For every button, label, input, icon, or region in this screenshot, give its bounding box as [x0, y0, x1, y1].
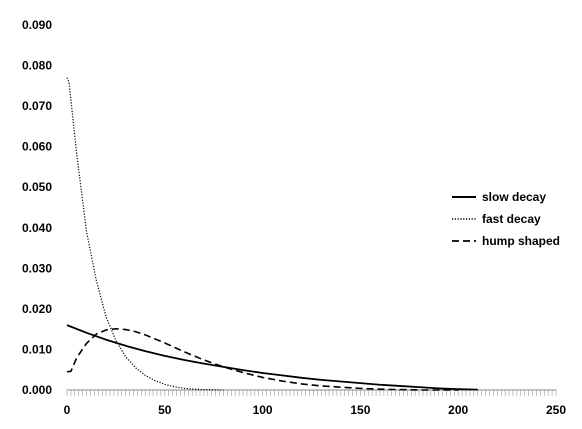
- x-tick-label: 100: [253, 403, 273, 417]
- legend-label: hump shaped: [482, 234, 560, 248]
- y-axis-ticks: 0.000 0.010 0.020 0.030 0.040 0.050 0.060 0.070…: [22, 18, 52, 397]
- legend: slow decay fast decay hump shaped: [452, 190, 560, 248]
- x-axis-minor-ticks: [66, 390, 557, 396]
- x-tick-label: 150: [350, 403, 370, 417]
- series-line-hump-shaped: [66, 327, 459, 391]
- y-tick-label: 0.030: [22, 261, 52, 275]
- y-tick-label: 0.050: [22, 180, 52, 194]
- legend-label: slow decay: [482, 190, 546, 204]
- x-axis-ticks: 0 50 100 150 200 250: [64, 403, 567, 417]
- y-tick-label: 0.010: [22, 342, 52, 356]
- x-tick-label: 0: [64, 403, 71, 417]
- y-tick-label: 0.000: [22, 383, 52, 397]
- y-tick-label: 0.060: [22, 140, 52, 154]
- y-tick-label: 0.090: [22, 18, 52, 32]
- y-tick-label: 0.080: [22, 59, 52, 73]
- legend-label: fast decay: [482, 212, 541, 226]
- y-tick-label: 0.040: [22, 221, 52, 235]
- x-tick-label: 250: [546, 403, 566, 417]
- series-line-fast-decay: [66, 77, 224, 391]
- series-group: [66, 77, 478, 391]
- series-line-slow-decay: [66, 324, 478, 391]
- x-tick-label: 50: [158, 403, 172, 417]
- y-tick-label: 0.070: [22, 99, 52, 113]
- x-tick-label: 200: [448, 403, 468, 417]
- y-tick-label: 0.020: [22, 302, 52, 316]
